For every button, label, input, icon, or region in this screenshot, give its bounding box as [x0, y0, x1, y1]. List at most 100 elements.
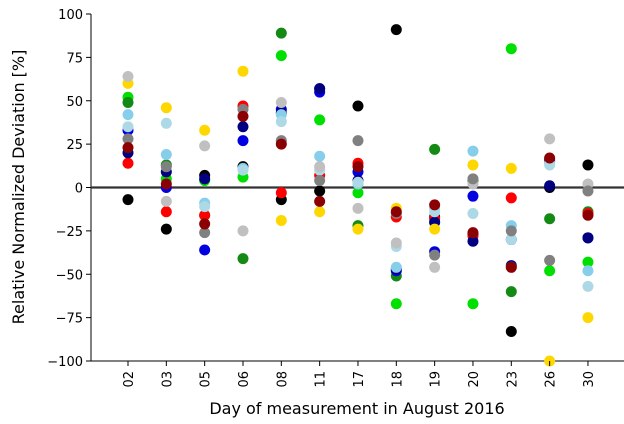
- data-point: [429, 249, 441, 261]
- data-point: [544, 213, 556, 225]
- data-point: [314, 83, 326, 95]
- data-point: [237, 253, 249, 265]
- data-point: [275, 96, 287, 108]
- data-point: [505, 162, 517, 174]
- data-point: [467, 235, 479, 247]
- data-point: [122, 194, 134, 206]
- data-point: [314, 150, 326, 162]
- data-point: [160, 195, 172, 207]
- data-point: [582, 265, 594, 277]
- data-point: [467, 173, 479, 185]
- data-point: [314, 185, 326, 197]
- x-tick-label: 06: [237, 371, 252, 388]
- data-point: [352, 100, 364, 112]
- data-point: [352, 202, 364, 214]
- data-point: [429, 261, 441, 273]
- data-point: [237, 225, 249, 237]
- data-point: [199, 227, 211, 239]
- x-tick-label: 20: [467, 371, 482, 388]
- data-point: [352, 223, 364, 235]
- data-point: [160, 149, 172, 161]
- data-point: [314, 195, 326, 207]
- data-points: [122, 24, 594, 367]
- data-point: [122, 109, 134, 121]
- data-point: [582, 280, 594, 292]
- y-tick-label: −100: [47, 355, 83, 370]
- data-point: [505, 225, 517, 237]
- x-tick-label: 17: [352, 371, 367, 388]
- data-point: [160, 117, 172, 129]
- data-point: [352, 135, 364, 147]
- y-axis-ticks: −100 −75 −50 −25 0 25 50 75 100: [47, 8, 91, 370]
- data-point: [160, 178, 172, 190]
- data-point: [199, 140, 211, 152]
- data-point: [199, 201, 211, 213]
- data-point: [237, 65, 249, 77]
- data-point: [122, 133, 134, 145]
- y-tick-label: 100: [58, 8, 83, 23]
- x-axis-label: Day of measurement in August 2016: [209, 399, 504, 418]
- data-point: [314, 161, 326, 173]
- data-point: [467, 145, 479, 157]
- data-point: [390, 261, 402, 273]
- data-point: [467, 159, 479, 171]
- x-tick-label: 05: [199, 371, 214, 388]
- y-axis-label: Relative Normalized Deviation [%]: [9, 50, 28, 325]
- data-point: [122, 157, 134, 169]
- data-point: [390, 298, 402, 310]
- data-point: [275, 214, 287, 226]
- data-point: [275, 187, 287, 199]
- data-point: [275, 27, 287, 39]
- data-point: [275, 138, 287, 150]
- x-tick-label: 03: [160, 371, 175, 388]
- data-point: [467, 227, 479, 239]
- data-point: [582, 159, 594, 171]
- data-point: [505, 261, 517, 273]
- data-point: [275, 116, 287, 128]
- data-point: [237, 135, 249, 147]
- data-point: [199, 244, 211, 256]
- data-point: [505, 234, 517, 246]
- data-point: [429, 223, 441, 235]
- data-point: [199, 209, 211, 221]
- data-point: [544, 180, 556, 192]
- data-point: [314, 175, 326, 187]
- data-point: [544, 254, 556, 266]
- data-point: [352, 176, 364, 188]
- x-tick-label: 02: [122, 371, 137, 388]
- data-point: [582, 312, 594, 324]
- data-point: [429, 199, 441, 211]
- data-point: [237, 164, 249, 176]
- x-tick-label: 30: [582, 371, 597, 388]
- x-tick-label: 11: [314, 371, 329, 388]
- data-point: [199, 124, 211, 136]
- data-point: [199, 173, 211, 185]
- data-point: [122, 70, 134, 82]
- data-point: [429, 143, 441, 155]
- data-point: [582, 256, 594, 268]
- data-point: [505, 192, 517, 204]
- y-tick-label: 0: [75, 182, 83, 197]
- data-point: [122, 142, 134, 154]
- data-point: [390, 206, 402, 218]
- data-point: [582, 185, 594, 197]
- data-point: [544, 152, 556, 164]
- x-tick-label: 08: [275, 371, 290, 388]
- data-point: [352, 161, 364, 173]
- data-point: [199, 218, 211, 230]
- data-point: [160, 206, 172, 218]
- data-point: [582, 232, 594, 244]
- y-tick-label: −25: [56, 225, 83, 240]
- x-tick-label: 19: [429, 371, 444, 388]
- x-tick-label: 18: [390, 371, 405, 388]
- data-point: [237, 121, 249, 133]
- data-point: [314, 114, 326, 126]
- data-point: [314, 206, 326, 218]
- data-point: [505, 43, 517, 55]
- data-point: [467, 208, 479, 220]
- x-axis-ticks: 02 03 05 06 08 11 17 18 19 20 23 26 30: [122, 361, 597, 388]
- data-point: [122, 121, 134, 133]
- data-point: [467, 298, 479, 310]
- data-point: [275, 50, 287, 62]
